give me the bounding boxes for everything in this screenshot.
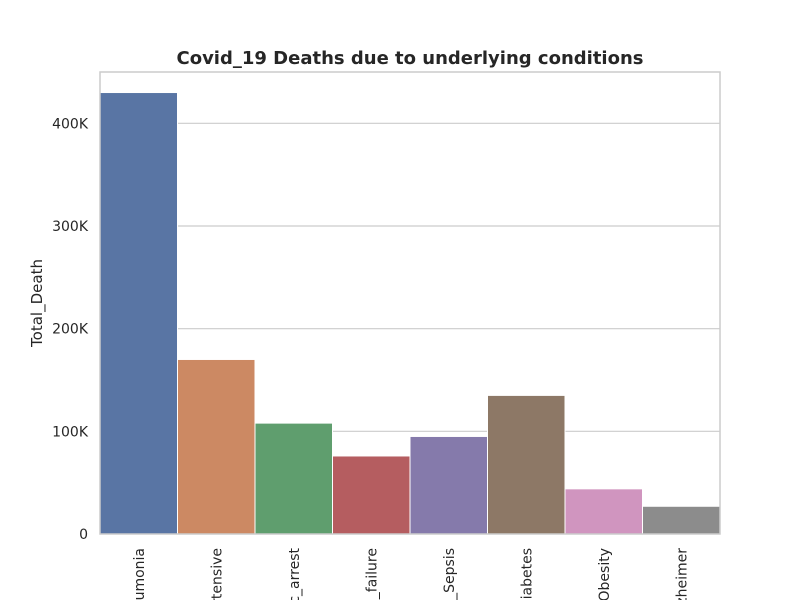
bar-7: [564, 488, 643, 535]
y-tick-label: 400K: [52, 116, 89, 132]
bar-2: [177, 358, 256, 535]
x-tick-label: zheimer: [674, 548, 690, 600]
bar-3: [254, 422, 333, 535]
bar-1: [99, 92, 178, 535]
x-tick-label: _failure: [364, 548, 380, 600]
x-tick-label: Obesity: [597, 548, 613, 600]
y-tick-label: 100K: [52, 424, 89, 440]
y-tick-labels: 0 100K 200K 300K 400K: [52, 116, 89, 543]
x-tick-label: iabetes: [519, 548, 535, 599]
y-tick-label: 200K: [52, 322, 89, 338]
bars: [99, 92, 721, 535]
bar-8: [642, 505, 721, 535]
x-tick-label: umonia: [132, 548, 148, 600]
y-tick-label: 0: [79, 527, 88, 543]
bar-5: [409, 435, 488, 535]
x-tick-label: rtensive: [209, 548, 225, 600]
y-axis-label: Total_Death: [28, 259, 47, 348]
plot-frame: [99, 71, 721, 535]
chart-title: Covid_19 Deaths due to underlying condit…: [177, 48, 644, 69]
y-tick-label: 300K: [52, 219, 89, 235]
bar-6: [487, 394, 566, 535]
x-tick-label: _Sepsis: [442, 548, 458, 600]
bar-4: [332, 455, 411, 535]
x-tick-label: c_arrest: [287, 547, 303, 600]
x-tick-labels: umonia rtensive c_arrest _failure _Sepsis iab…: [132, 547, 691, 600]
